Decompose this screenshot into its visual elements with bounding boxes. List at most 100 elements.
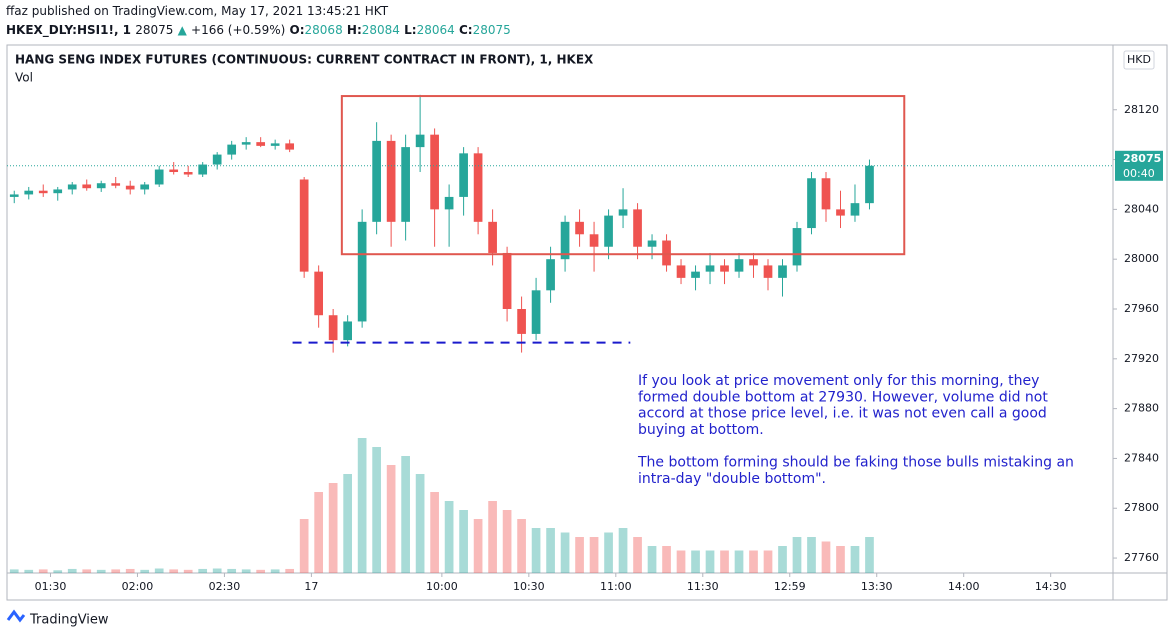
volume-bar: [38, 569, 48, 573]
volume-bar: [821, 541, 831, 573]
volume-bar: [285, 568, 295, 573]
publisher-line: ffaz published on TradingView.com, May 1…: [6, 4, 511, 23]
volume-bar: [53, 570, 63, 573]
candle-body: [24, 190, 34, 195]
volume-bar: [154, 568, 164, 573]
volume-bar: [517, 519, 526, 573]
volume-bar: [618, 528, 628, 573]
volume-bar: [836, 546, 845, 573]
candle-body: [720, 265, 729, 272]
o-label: O:: [289, 23, 305, 37]
h-label: H:: [346, 23, 362, 37]
volume-bar: [720, 550, 729, 573]
y-tick-label: 27960: [1124, 302, 1159, 315]
volume-bar: [676, 550, 686, 573]
candle-body: [343, 321, 352, 341]
x-tick-label: 01:30: [35, 580, 67, 593]
candle-body: [125, 185, 135, 190]
volume-bar: [473, 519, 483, 573]
x-tick-label: 10:30: [513, 580, 545, 593]
volume-bar: [227, 568, 237, 573]
y-tick-label: 27840: [1124, 451, 1159, 464]
note-line: If you look at price movement only for t…: [638, 373, 1039, 389]
candle-body: [763, 265, 773, 278]
candle-body: [140, 184, 150, 190]
volume-bar: [24, 569, 34, 573]
volume-bar: [198, 568, 208, 573]
y-tick-label: 27880: [1124, 402, 1159, 415]
candle-body: [154, 169, 164, 185]
candle-body: [792, 228, 802, 266]
candle-body: [517, 309, 526, 334]
volume-bar: [778, 546, 787, 573]
candle-body: [270, 143, 280, 146]
candle-body: [836, 209, 845, 216]
candle-body: [676, 265, 686, 278]
x-tick-label: 12:59: [774, 580, 806, 593]
volume-bar: [705, 550, 715, 573]
volume-bar: [386, 465, 396, 573]
note-line: intra-day "double bottom".: [638, 471, 826, 487]
volume-bar: [140, 569, 150, 573]
volume-bar: [633, 537, 642, 573]
volume-bar: [575, 537, 584, 573]
c-label: C:: [458, 23, 473, 37]
candle-body: [430, 134, 439, 210]
candle-body: [459, 153, 468, 197]
annotation-box: [340, 95, 906, 256]
note-line: The bottom forming should be faking thos…: [637, 455, 1074, 471]
x-tick-label: 14:30: [1035, 580, 1067, 593]
volume-bar: [256, 569, 266, 573]
candle-body: [633, 209, 642, 247]
volume-bar: [415, 474, 425, 573]
candle-body: [807, 178, 816, 229]
candle-body: [82, 184, 92, 189]
volume-bar: [328, 483, 338, 573]
footer-brand: TradingView: [29, 613, 109, 628]
high: 28084: [361, 23, 400, 37]
quote-line: HKEX_DLY:HSI1!, 1 28075 ▲ +166 (+0.59%) …: [6, 23, 511, 42]
note-line: buying at bottom.: [638, 422, 764, 438]
candle-body: [372, 140, 381, 222]
volume-bar: [604, 532, 613, 573]
volume-bar: [111, 569, 121, 573]
candle-body: [604, 215, 613, 247]
candle-body: [328, 315, 338, 341]
candle-body: [241, 142, 251, 145]
chart-title: HANG SENG INDEX FUTURES (CONTINUOUS: CUR…: [15, 53, 594, 67]
publisher: ffaz published on TradingView.com, May 1…: [6, 4, 389, 18]
y-tick-label: 27760: [1124, 551, 1159, 564]
candle-body: [749, 259, 758, 266]
last-price-badge: [1115, 150, 1163, 181]
candle-body: [502, 252, 512, 309]
candle-body: [473, 153, 483, 222]
volume-bar: [183, 569, 193, 573]
candle-body: [169, 169, 179, 173]
y-tick-label: 28040: [1124, 202, 1159, 215]
candle-body: [96, 183, 106, 189]
volume-bar: [560, 532, 570, 573]
x-tick-label: 02:00: [122, 580, 154, 593]
x-tick-label: 02:30: [209, 580, 241, 593]
volume-bar: [343, 474, 352, 573]
candle-body: [647, 240, 657, 247]
candle-body: [256, 142, 266, 146]
candle-body: [111, 183, 121, 186]
x-tick-label: 17: [304, 580, 318, 593]
candle-body: [299, 179, 309, 272]
volume-bar: [807, 537, 816, 573]
candle-body: [357, 221, 367, 322]
l-label: L:: [404, 23, 417, 37]
volume-bar: [531, 528, 541, 573]
candle-body: [575, 221, 584, 235]
volume-bar: [82, 569, 92, 573]
volume-bar: [169, 569, 179, 573]
volume-bar: [647, 546, 657, 573]
price: 28075: [135, 23, 174, 37]
candle-body: [444, 196, 454, 210]
candle-body: [589, 234, 599, 247]
currency-badge[interactable]: [1123, 50, 1155, 70]
y-tick-label: 28120: [1124, 103, 1159, 116]
x-tick-label: 14:00: [948, 580, 980, 593]
